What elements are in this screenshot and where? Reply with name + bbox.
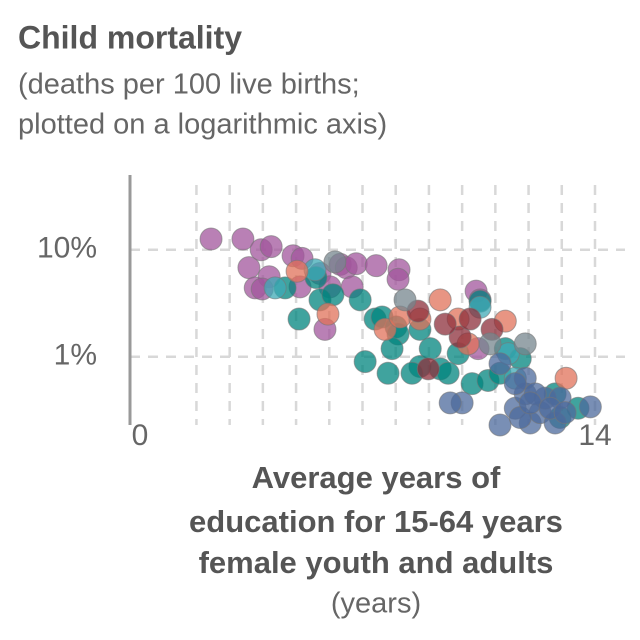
x-axis-label: female youth and adults	[199, 545, 554, 580]
point	[263, 276, 287, 300]
point	[353, 350, 377, 374]
point	[488, 413, 512, 437]
x-tick-label: 14	[578, 419, 611, 452]
point	[323, 250, 347, 274]
point	[287, 307, 311, 331]
point	[488, 352, 512, 376]
chart-subtitle: (deaths per 100 live births;	[18, 69, 360, 101]
point	[448, 325, 472, 349]
point	[428, 288, 452, 312]
point	[503, 372, 527, 396]
point	[416, 357, 440, 381]
x-axis-unit: (years)	[331, 588, 421, 620]
point	[316, 302, 340, 326]
point	[438, 391, 462, 415]
point	[578, 395, 602, 419]
point	[380, 337, 404, 361]
point	[513, 332, 537, 356]
point	[373, 317, 397, 341]
point	[393, 288, 417, 312]
chart-title: Child mortality	[18, 19, 242, 55]
point	[518, 391, 542, 415]
point	[376, 361, 400, 385]
point	[386, 267, 410, 291]
point	[285, 259, 309, 283]
point	[344, 252, 368, 276]
chart-subtitle: plotted on a logarithmic axis)	[18, 109, 387, 141]
point	[478, 332, 502, 356]
point	[321, 283, 345, 307]
point	[553, 401, 577, 425]
point	[418, 337, 442, 361]
x-tick-label: 0	[132, 419, 149, 452]
x-axis-label: Average years of	[252, 460, 501, 495]
point	[436, 361, 460, 385]
point	[364, 254, 388, 278]
point	[433, 312, 457, 336]
x-axis-label: education for 15-64 years	[189, 504, 563, 539]
y-tick-label: 10%	[37, 232, 97, 265]
point	[458, 307, 482, 331]
point	[348, 288, 372, 312]
point	[199, 227, 223, 251]
point	[231, 227, 255, 251]
point	[554, 366, 578, 390]
y-tick-label: 1%	[54, 339, 97, 372]
point	[259, 235, 283, 259]
